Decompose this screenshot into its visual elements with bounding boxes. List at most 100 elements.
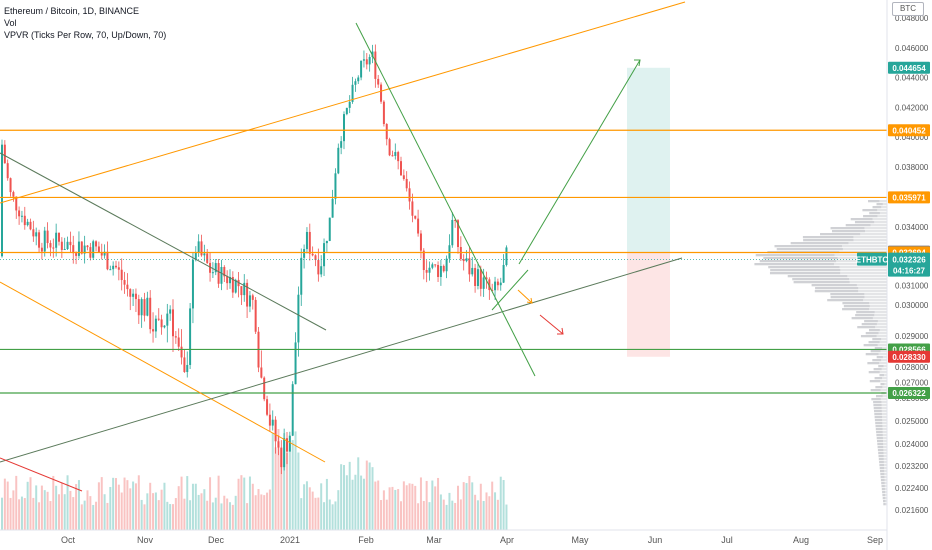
candle-body[interactable]	[417, 218, 420, 234]
candle-body[interactable]	[402, 175, 405, 179]
candle-body[interactable]	[488, 279, 491, 291]
candle-body[interactable]	[300, 257, 303, 295]
candle-body[interactable]	[502, 264, 505, 283]
candle-body[interactable]	[325, 240, 328, 244]
candle-body[interactable]	[343, 114, 345, 142]
candle-body[interactable]	[294, 342, 297, 385]
candle-body[interactable]	[106, 251, 109, 270]
candle-body[interactable]	[337, 147, 340, 174]
candle-body[interactable]	[86, 245, 89, 248]
falling-trendline[interactable]	[0, 152, 327, 331]
volume-trendline[interactable]	[0, 457, 83, 492]
candle-body[interactable]	[428, 267, 431, 273]
candle-body[interactable]	[15, 196, 18, 211]
candle-body[interactable]	[26, 221, 29, 226]
candle-body[interactable]	[169, 309, 172, 314]
candle-body[interactable]	[308, 231, 311, 254]
candle-body[interactable]	[485, 277, 488, 280]
candle-body[interactable]	[305, 231, 308, 250]
candle-body[interactable]	[374, 51, 377, 79]
bearish-projection-arrow[interactable]	[539, 314, 564, 335]
candle-body[interactable]	[419, 233, 422, 251]
candle-body[interactable]	[288, 435, 291, 452]
candle-body[interactable]	[380, 84, 383, 102]
candle-body[interactable]	[431, 264, 434, 268]
candle-body[interactable]	[362, 59, 365, 61]
candle-body[interactable]	[95, 241, 98, 247]
bullish-short-arrow[interactable]	[491, 269, 529, 311]
candle-body[interactable]	[166, 313, 169, 326]
candle-body[interactable]	[123, 280, 126, 285]
candle-body[interactable]	[6, 163, 9, 179]
candle-body[interactable]	[100, 252, 103, 256]
candle-body[interactable]	[394, 152, 397, 156]
candle-body[interactable]	[297, 294, 300, 343]
candle-body[interactable]	[240, 286, 243, 296]
candle-body[interactable]	[400, 161, 402, 176]
candle-body[interactable]	[20, 215, 23, 217]
candle-body[interactable]	[160, 319, 163, 328]
price-tag[interactable]	[888, 124, 930, 137]
candle-body[interactable]	[425, 270, 428, 273]
candle-body[interactable]	[83, 245, 86, 254]
candle-body[interactable]	[58, 232, 60, 242]
candle-body[interactable]	[75, 253, 78, 256]
candle-body[interactable]	[203, 253, 206, 256]
descending-wedge-line[interactable]	[355, 22, 536, 377]
candle-body[interactable]	[49, 243, 52, 248]
candle-body[interactable]	[220, 267, 223, 284]
candle-body[interactable]	[103, 251, 106, 256]
candle-body[interactable]	[334, 173, 337, 199]
candle-body[interactable]	[211, 272, 214, 274]
candle-body[interactable]	[360, 60, 363, 78]
candle-body[interactable]	[69, 241, 72, 246]
candle-body[interactable]	[43, 230, 46, 252]
candle-body[interactable]	[499, 282, 502, 286]
candle-body[interactable]	[277, 441, 280, 448]
candle-body[interactable]	[479, 269, 482, 289]
candle-body[interactable]	[283, 438, 286, 468]
candle-body[interactable]	[317, 260, 320, 275]
candle-body[interactable]	[66, 241, 69, 250]
candle-body[interactable]	[442, 265, 445, 272]
candle-body[interactable]	[243, 282, 246, 296]
candle-body[interactable]	[109, 269, 112, 271]
candle-body[interactable]	[112, 265, 115, 270]
currency-unit-button[interactable]: BTC	[892, 2, 924, 16]
candle-body[interactable]	[157, 318, 160, 320]
candle-body[interactable]	[29, 221, 32, 230]
candle-body[interactable]	[451, 219, 454, 246]
candle-body[interactable]	[77, 241, 80, 256]
candle-body[interactable]	[174, 336, 177, 338]
candle-body[interactable]	[311, 253, 314, 256]
candle-body[interactable]	[115, 265, 117, 268]
candle-body[interactable]	[377, 78, 380, 85]
candle-body[interactable]	[445, 258, 448, 272]
symbol-title[interactable]: Ethereum / Bitcoin, 1D, BINANCE	[4, 6, 140, 16]
candle-body[interactable]	[129, 289, 132, 297]
candle-body[interactable]	[434, 264, 437, 266]
falling-support-line[interactable]	[0, 281, 326, 463]
rising-trendline[interactable]	[0, 257, 683, 463]
candle-body[interactable]	[234, 279, 237, 293]
price-tag[interactable]	[888, 387, 930, 400]
vpvr-indicator-label[interactable]: VPVR (Ticks Per Row, 70, Up/Down, 70)	[4, 30, 167, 40]
candle-body[interactable]	[365, 59, 368, 65]
candle-body[interactable]	[126, 284, 129, 290]
candle-body[interactable]	[457, 220, 459, 248]
candle-body[interactable]	[397, 152, 400, 162]
candle-body[interactable]	[163, 325, 166, 328]
candle-body[interactable]	[422, 250, 425, 271]
candle-body[interactable]	[194, 252, 197, 260]
candle-body[interactable]	[137, 299, 140, 316]
candle-body[interactable]	[23, 215, 26, 226]
candle-body[interactable]	[482, 277, 485, 289]
candle-body[interactable]	[268, 414, 271, 426]
candle-body[interactable]	[186, 364, 189, 373]
candle-body[interactable]	[200, 241, 203, 256]
candle-body[interactable]	[32, 229, 35, 237]
candle-body[interactable]	[183, 357, 186, 373]
candle-body[interactable]	[494, 281, 497, 291]
candle-body[interactable]	[414, 215, 417, 219]
candle-body[interactable]	[46, 230, 49, 244]
